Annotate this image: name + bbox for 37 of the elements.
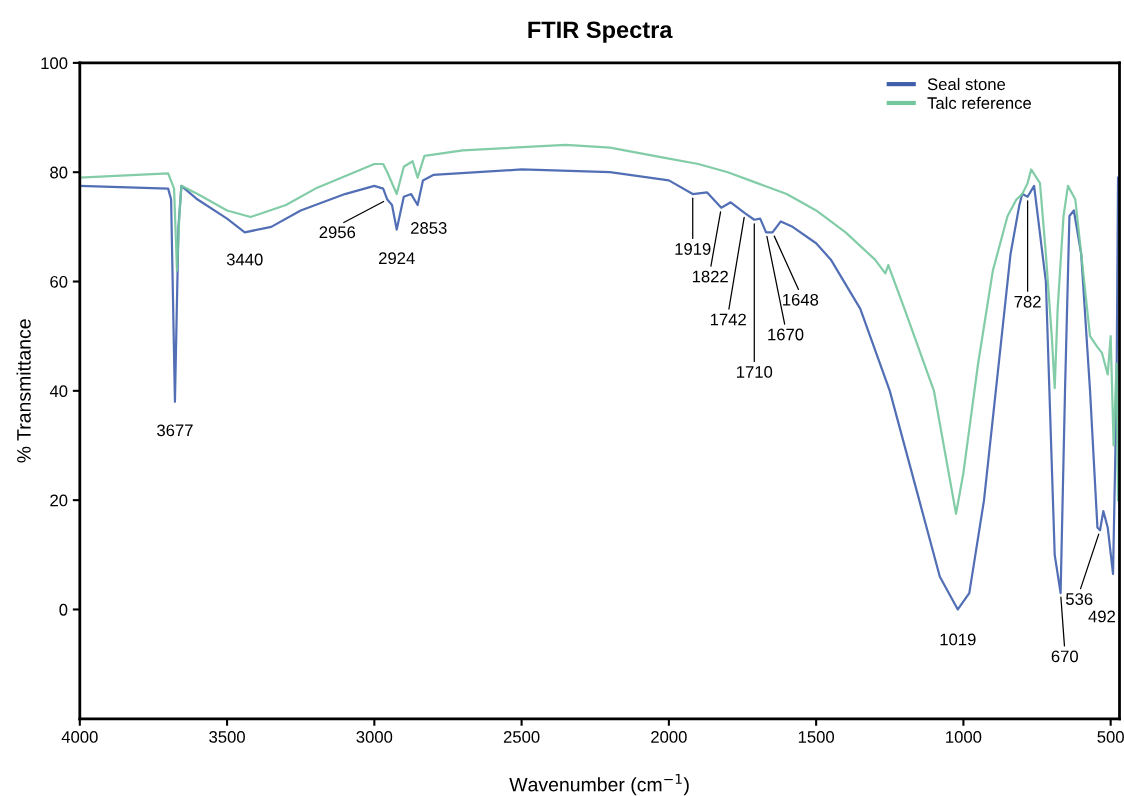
line-series [79,168,1120,611]
annotation: 1822 [692,270,728,283]
legend-label: Seal stone [927,77,1006,91]
x-tick-label: 4000 [61,731,98,743]
annotation: 1742 [710,313,746,326]
annotation: 3440 [226,253,263,266]
annotation: 670 [1051,650,1079,663]
annotation: 1019 [940,633,976,646]
annotation: 2956 [319,226,356,239]
annotation: 2924 [379,252,415,265]
y-tick-label: 80 [50,166,68,179]
annotation: 1670 [768,328,804,341]
y-tick-label: 60 [50,275,68,288]
x-tick-label: 1000 [946,731,982,743]
annotation: 1710 [737,366,773,378]
x-tick-label: 3000 [356,731,393,743]
annotation: 1919 [675,243,711,255]
x-tick-label: 1500 [798,731,835,743]
x-tick-label: 2500 [503,731,540,743]
line-series [79,143,1120,515]
legend-label: Talc reference [927,96,1031,109]
x-tick-label: 3500 [209,731,245,743]
chart-title: FTIR Spectra [528,21,673,43]
annotation: 536 [1066,593,1093,605]
x-tick-label: 2000 [651,731,687,743]
annotation: 1648 [783,293,819,306]
x-axis-title: Wavenumber (cm$^{−1}$) [509,773,689,796]
y-tick-label: 40 [49,385,68,398]
y-tick-label: 100 [41,57,68,70]
annotation: 3677 [157,424,193,437]
annotation: 782 [1014,295,1041,308]
y-tick-label: 20 [50,494,68,507]
y-axis-title: % Transmittance [16,319,31,463]
annotation: 492 [1088,610,1115,623]
annotation: 2853 [411,222,447,234]
x-tick-label: 500 [1097,731,1124,743]
y-tick-label: 0 [59,603,68,616]
